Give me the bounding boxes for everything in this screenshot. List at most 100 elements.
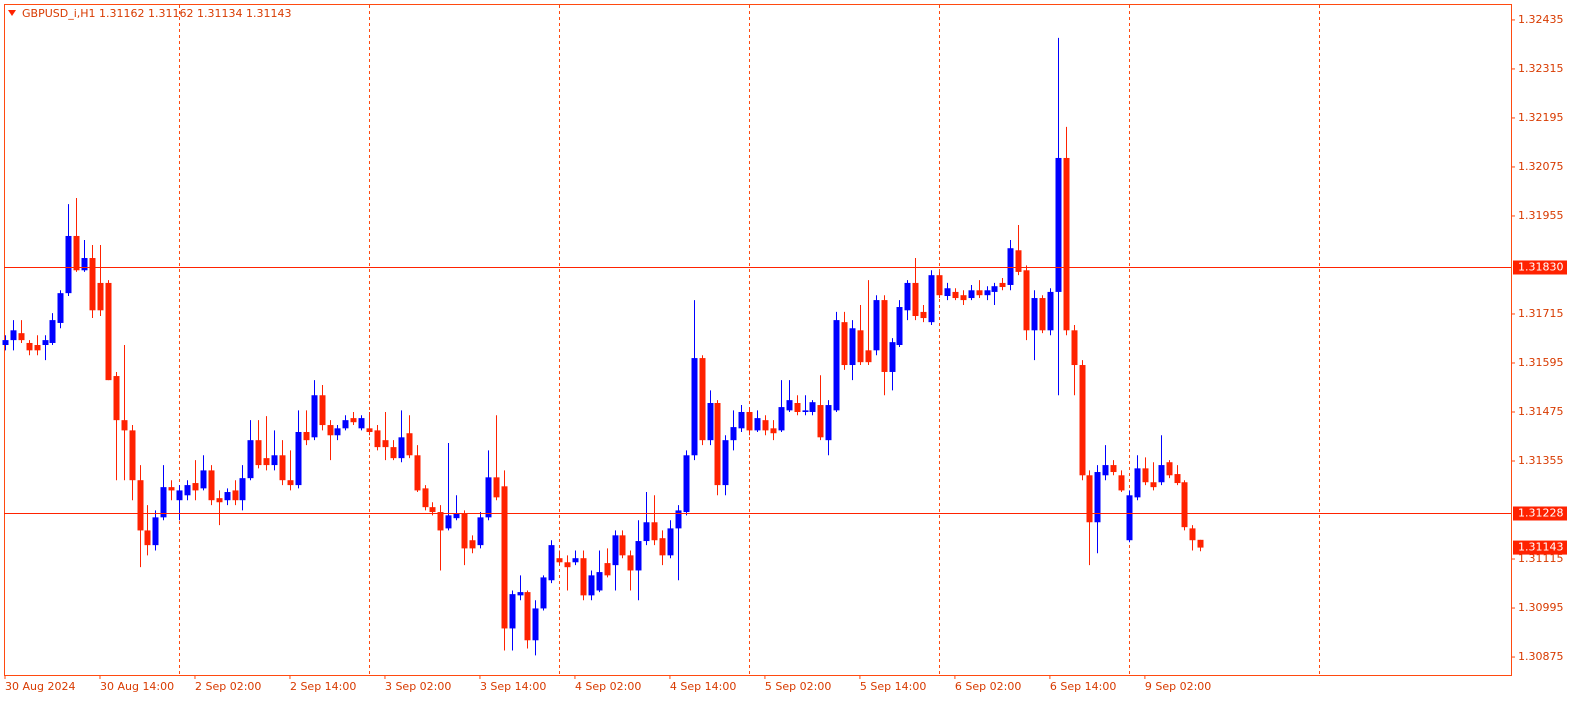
candle-body — [319, 395, 326, 426]
candle-body — [374, 430, 381, 448]
candle-body — [699, 358, 706, 441]
candle-body — [406, 433, 413, 456]
candle-body — [366, 428, 373, 433]
candle-body — [564, 562, 571, 568]
price-tag-bg — [1513, 260, 1567, 275]
candle-body — [81, 258, 88, 271]
candle-body — [1086, 475, 1093, 523]
candle-body — [548, 545, 555, 581]
candle-body — [152, 517, 159, 546]
candle-body — [1047, 291, 1054, 331]
x-tick-label: 9 Sep 02:00 — [1145, 680, 1211, 693]
candle-body — [453, 513, 460, 519]
candle-body — [1189, 528, 1196, 541]
candle-body — [635, 541, 642, 571]
candle-body — [2, 340, 9, 346]
y-tick-label: 1.31595 — [1518, 356, 1564, 369]
y-tick-label: 1.32195 — [1518, 111, 1564, 124]
candle-body — [572, 558, 579, 563]
candle-body — [619, 535, 626, 556]
candle-body — [1134, 468, 1141, 498]
candle-body — [232, 490, 239, 501]
candle-body — [556, 558, 563, 563]
x-tick-label: 30 Aug 2024 — [5, 680, 75, 693]
x-tick-label: 2 Sep 14:00 — [290, 680, 356, 693]
y-tick-label: 1.31115 — [1518, 552, 1564, 565]
candle-body — [192, 483, 199, 491]
candle-body — [334, 428, 341, 436]
candle-body — [1063, 157, 1070, 331]
candle-body — [176, 490, 183, 501]
candle-body — [239, 478, 246, 501]
bid-tag-bg — [1513, 540, 1567, 555]
candle-body — [34, 345, 41, 351]
candle-body — [944, 288, 951, 297]
candle-body — [303, 432, 310, 441]
candle-body — [896, 307, 903, 346]
candle-body — [1150, 482, 1157, 488]
chart-title: GBPUSD_i,H1 1.31162 1.31162 1.31134 1.31… — [22, 7, 291, 20]
menu-triangle — [8, 10, 16, 16]
candle-body — [1197, 539, 1204, 548]
candle-body — [825, 405, 832, 441]
candle-body — [612, 535, 619, 566]
candle-body — [390, 447, 397, 459]
candle-body — [952, 291, 959, 299]
candle-body — [271, 455, 278, 466]
bid-tag-label: 1.31143 — [1518, 541, 1564, 554]
candle-body — [999, 282, 1006, 288]
candle-body — [461, 513, 468, 549]
candle-body — [1071, 330, 1078, 366]
candle-body — [10, 330, 17, 341]
candle-body — [889, 342, 896, 372]
candle-body — [160, 487, 167, 518]
candle-body — [627, 555, 634, 571]
y-tick-label: 1.32435 — [1518, 13, 1564, 26]
candle-body — [144, 530, 151, 546]
candle-body — [524, 592, 531, 641]
candle-body — [794, 403, 801, 412]
y-tick-label: 1.31955 — [1518, 209, 1564, 222]
candle-body — [422, 488, 429, 508]
candle-body — [904, 282, 911, 311]
candle-body — [49, 320, 56, 343]
candle-body — [493, 477, 500, 498]
candle-body — [295, 432, 302, 486]
candle-body — [1181, 482, 1188, 528]
candle-body — [691, 358, 698, 456]
candle-body — [311, 395, 318, 438]
candle-body — [137, 480, 144, 531]
candle-body — [287, 480, 294, 486]
candle-body — [279, 455, 286, 481]
candle-body — [437, 512, 444, 531]
candle-body — [532, 608, 539, 641]
candle-body — [350, 418, 357, 423]
candle-body — [778, 407, 785, 431]
candle-body — [912, 282, 919, 317]
candle-body — [849, 328, 856, 366]
candle-body — [770, 428, 777, 434]
x-tick-label: 30 Aug 14:00 — [100, 680, 174, 693]
price-tag-bg — [1513, 506, 1567, 521]
candle-body — [1102, 465, 1109, 476]
y-tick-label: 1.32075 — [1518, 160, 1564, 173]
candle-body — [517, 592, 524, 596]
y-tick-label: 1.30875 — [1518, 650, 1564, 663]
candle-body — [873, 300, 880, 351]
candle-body — [414, 455, 421, 491]
candle-body — [936, 275, 943, 296]
candle-body — [580, 558, 587, 596]
candle-body — [802, 410, 809, 412]
candle-body — [1079, 365, 1086, 476]
candle-body — [509, 594, 516, 629]
y-tick-label: 1.31715 — [1518, 307, 1564, 320]
candle-body — [960, 295, 967, 301]
candle-body — [738, 411, 745, 429]
candle-body — [809, 402, 816, 412]
candle-body — [683, 455, 690, 513]
candle-body — [1110, 465, 1117, 473]
candle-body — [445, 515, 452, 529]
candle-body — [762, 420, 769, 431]
plot-frame — [4, 4, 1512, 676]
candle-body — [588, 575, 595, 596]
